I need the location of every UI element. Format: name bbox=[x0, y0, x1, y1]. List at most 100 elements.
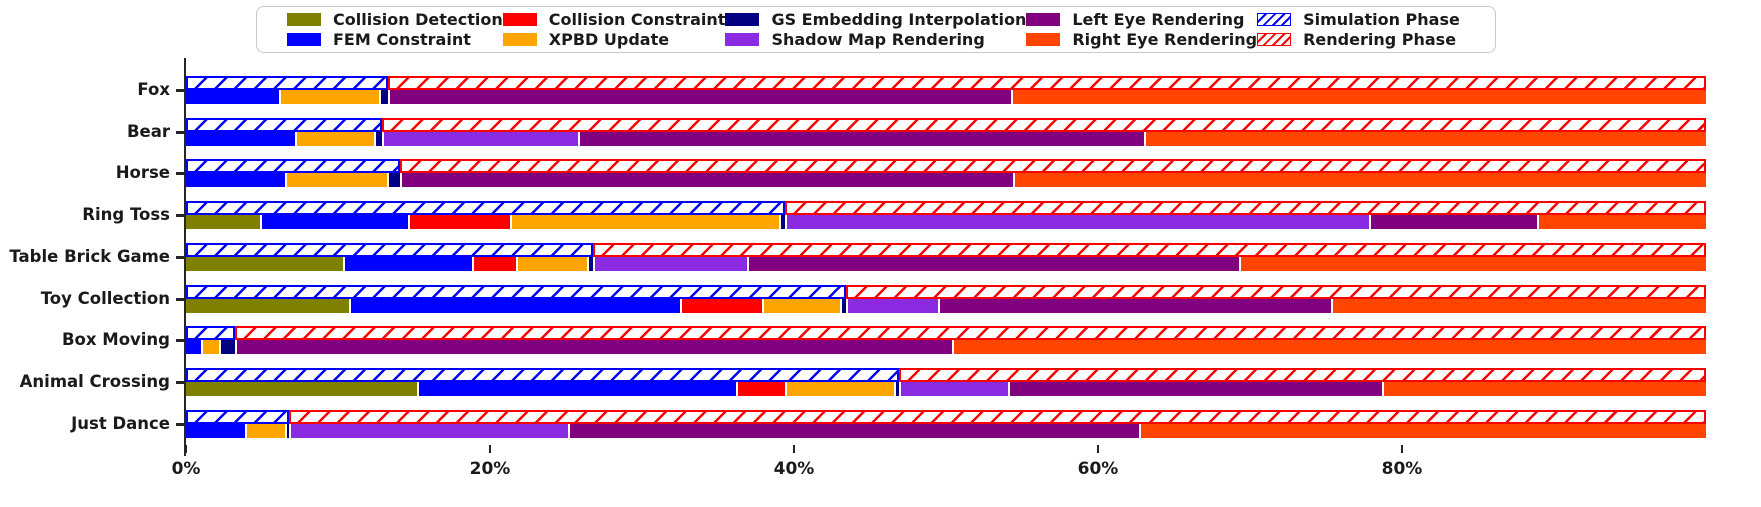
collision-detection-swatch bbox=[287, 12, 321, 26]
segment-fem-constraint bbox=[348, 299, 680, 313]
segment-xpbd-update bbox=[245, 424, 285, 438]
segment-fem-constraint bbox=[186, 340, 202, 354]
segment-left-eye-rendering bbox=[746, 257, 1240, 271]
y-label-box-moving: Box Moving bbox=[61, 330, 170, 349]
x-tick-label-60: 60% bbox=[1077, 459, 1119, 479]
segment-gs-embedding-interpolation bbox=[284, 424, 290, 438]
bar-row-animal-crossing bbox=[186, 382, 1706, 396]
y-label-table-brick-game: Table Brick Game bbox=[9, 247, 170, 266]
segment-gs-embedding-interpolation bbox=[587, 257, 594, 271]
segment-xpbd-update bbox=[509, 215, 779, 229]
segment-xpbd-update bbox=[762, 299, 840, 313]
simulation-phase-swatch bbox=[1257, 12, 1292, 26]
simulation-phase-bar bbox=[186, 326, 235, 340]
y-tick-ring-toss bbox=[176, 214, 184, 217]
legend-label: XPBD Update bbox=[548, 30, 670, 50]
segment-xpbd-update bbox=[515, 257, 588, 271]
legend-label: Shadow Map Rendering bbox=[771, 30, 985, 50]
segment-fem-constraint bbox=[186, 424, 246, 438]
legend-label: FEM Constraint bbox=[333, 30, 471, 50]
legend-item-shadow-map-rendering: Shadow Map Rendering bbox=[725, 30, 1026, 49]
rendering-phase-bar bbox=[234, 326, 1706, 340]
gs-embedding-interpolation-swatch bbox=[725, 12, 760, 26]
segment-collision-constraint bbox=[471, 257, 516, 271]
legend-label: Rendering Phase bbox=[1303, 30, 1457, 50]
legend-label: GS Embedding Interpolation bbox=[771, 9, 1027, 29]
rendering-phase-swatch bbox=[1257, 33, 1292, 47]
legend-item-simulation-phase: Simulation Phase bbox=[1257, 10, 1460, 29]
x-tick-label-40: 40% bbox=[773, 459, 815, 479]
segment-collision-detection bbox=[186, 215, 261, 229]
segment-collision-detection bbox=[186, 257, 343, 271]
legend-label: Collision Constraint bbox=[548, 9, 726, 29]
fem-constraint-swatch bbox=[287, 33, 321, 47]
y-label-horse: Horse bbox=[115, 163, 170, 182]
x-tick-60 bbox=[1097, 445, 1099, 453]
segment-collision-constraint bbox=[680, 299, 763, 313]
legend-item-collision-constraint: Collision Constraint bbox=[502, 9, 726, 29]
segment-shadow-map-rendering bbox=[784, 215, 1369, 229]
segment-right-eye-rendering bbox=[1537, 215, 1706, 229]
legend-item-rendering-phase: Rendering Phase bbox=[1257, 30, 1460, 49]
rendering-phase-bar bbox=[388, 76, 1706, 90]
segment-fem-constraint bbox=[342, 257, 472, 271]
segment-xpbd-update bbox=[201, 340, 220, 354]
segment-left-eye-rendering bbox=[1368, 215, 1538, 229]
segment-shadow-map-rendering bbox=[289, 424, 568, 438]
segment-right-eye-rendering bbox=[1012, 173, 1706, 187]
segment-left-eye-rendering bbox=[578, 132, 1144, 146]
segment-right-eye-rendering bbox=[1011, 90, 1706, 104]
segment-left-eye-rendering bbox=[938, 299, 1331, 313]
bar-row-fox bbox=[186, 90, 1706, 104]
segment-right-eye-rendering bbox=[1139, 424, 1706, 438]
segment-shadow-map-rendering bbox=[845, 299, 939, 313]
segment-gs-embedding-interpolation bbox=[778, 215, 785, 229]
bar-row-ring-toss bbox=[186, 215, 1706, 229]
segment-right-eye-rendering bbox=[952, 340, 1706, 354]
segment-gs-embedding-interpolation bbox=[374, 132, 383, 146]
segment-collision-detection bbox=[186, 299, 349, 313]
bar-row-table-brick-game bbox=[186, 257, 1706, 271]
y-tick-bear bbox=[176, 131, 184, 134]
x-tick-label-80: 80% bbox=[1381, 459, 1423, 479]
segment-right-eye-rendering bbox=[1239, 257, 1706, 271]
legend-item-left-eye-rendering: Left Eye Rendering bbox=[1026, 10, 1257, 29]
segment-right-eye-rendering bbox=[1330, 299, 1706, 313]
bar-row-just-dance bbox=[186, 424, 1706, 438]
y-tick-animal-crossing bbox=[176, 381, 184, 384]
rendering-phase-bar bbox=[845, 285, 1706, 299]
y-tick-just-dance bbox=[176, 423, 184, 426]
legend-label: Left Eye Rendering bbox=[1072, 9, 1245, 29]
segment-gs-embedding-interpolation bbox=[386, 173, 401, 187]
y-label-fox: Fox bbox=[137, 80, 170, 99]
segment-shadow-map-rendering bbox=[382, 132, 579, 146]
x-tick-label-20: 20% bbox=[469, 459, 511, 479]
segment-left-eye-rendering bbox=[388, 90, 1012, 104]
simulation-phase-bar bbox=[186, 285, 846, 299]
rendering-phase-bar bbox=[382, 118, 1706, 132]
y-tick-fox bbox=[176, 89, 184, 92]
simulation-phase-bar bbox=[186, 76, 389, 90]
simulation-phase-bar bbox=[186, 368, 899, 382]
segment-xpbd-update bbox=[284, 173, 387, 187]
x-tick-80 bbox=[1401, 445, 1403, 453]
simulation-phase-bar bbox=[186, 159, 401, 173]
rendering-phase-bar bbox=[898, 368, 1706, 382]
segment-xpbd-update bbox=[295, 132, 375, 146]
segment-fem-constraint bbox=[186, 173, 285, 187]
bar-row-toy-collection bbox=[186, 299, 1706, 313]
legend-item-xpbd-update: XPBD Update bbox=[502, 30, 726, 50]
y-tick-toy-collection bbox=[176, 298, 184, 301]
rendering-phase-bar bbox=[289, 410, 1706, 424]
y-tick-table-brick-game bbox=[176, 256, 184, 259]
right-eye-rendering-swatch bbox=[1026, 33, 1061, 47]
segment-gs-embedding-interpolation bbox=[894, 382, 899, 396]
legend-label: Collision Detection bbox=[333, 9, 503, 29]
y-label-ring-toss: Ring Toss bbox=[82, 205, 170, 224]
legend-item-right-eye-rendering: Right Eye Rendering bbox=[1026, 30, 1257, 49]
segment-right-eye-rendering bbox=[1143, 132, 1706, 146]
bar-row-bear bbox=[186, 132, 1706, 146]
bar-row-box-moving bbox=[186, 340, 1706, 354]
segment-fem-constraint bbox=[186, 132, 296, 146]
